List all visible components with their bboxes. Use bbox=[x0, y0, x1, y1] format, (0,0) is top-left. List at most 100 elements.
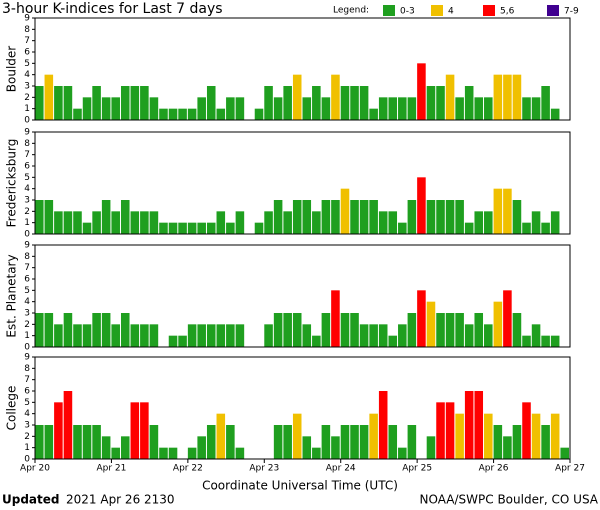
legend-swatch bbox=[483, 5, 495, 16]
bar bbox=[464, 222, 474, 234]
bar bbox=[292, 413, 302, 459]
y-tick-label: 0 bbox=[24, 455, 30, 465]
x-tick-label: Apr 27 bbox=[555, 464, 585, 474]
bar bbox=[350, 86, 359, 120]
bar bbox=[378, 97, 388, 120]
bar bbox=[168, 222, 178, 234]
bar bbox=[101, 436, 111, 459]
bar bbox=[120, 200, 130, 234]
bar bbox=[464, 391, 474, 459]
bar bbox=[130, 211, 140, 234]
legend-label: 0-3 bbox=[400, 7, 415, 17]
bar bbox=[226, 222, 235, 234]
bar bbox=[359, 86, 369, 120]
bar bbox=[140, 402, 149, 459]
bar bbox=[503, 188, 512, 234]
bar bbox=[331, 200, 340, 234]
bar bbox=[216, 108, 226, 120]
bar bbox=[63, 211, 73, 234]
bar bbox=[541, 222, 550, 234]
bar bbox=[321, 200, 331, 234]
bar bbox=[541, 425, 550, 459]
panel-frame bbox=[34, 17, 571, 121]
legend-swatch bbox=[547, 5, 559, 16]
bar bbox=[82, 222, 92, 234]
bar bbox=[550, 108, 560, 120]
bar bbox=[197, 436, 206, 459]
bar bbox=[464, 324, 474, 347]
bar bbox=[340, 313, 350, 347]
bar bbox=[292, 313, 302, 347]
bar bbox=[130, 324, 140, 347]
bar bbox=[54, 324, 63, 347]
x-axis-label: Coordinate Universal Time (UTC) bbox=[202, 479, 398, 493]
y-tick-label: 4 bbox=[24, 70, 30, 80]
x-tick-label: Apr 24 bbox=[326, 464, 356, 474]
bar bbox=[359, 200, 369, 234]
bar bbox=[264, 324, 273, 347]
y-tick-label: 9 bbox=[24, 128, 30, 138]
bar bbox=[522, 402, 531, 459]
bar bbox=[178, 108, 187, 120]
bar bbox=[359, 324, 369, 347]
bar bbox=[531, 413, 541, 459]
bar bbox=[312, 335, 321, 347]
bar bbox=[101, 313, 111, 347]
bar bbox=[54, 86, 63, 120]
bar bbox=[378, 324, 388, 347]
y-tick-label: 0 bbox=[24, 230, 30, 240]
bar bbox=[44, 200, 54, 234]
bar bbox=[445, 313, 455, 347]
y-tick-label: 3 bbox=[24, 82, 30, 92]
bar bbox=[484, 211, 493, 234]
bar bbox=[92, 425, 101, 459]
bar bbox=[531, 211, 541, 234]
bar bbox=[340, 188, 350, 234]
bar bbox=[302, 97, 312, 120]
bar bbox=[455, 313, 464, 347]
bar bbox=[73, 324, 82, 347]
bar bbox=[531, 97, 541, 120]
y-tick-label: 2 bbox=[24, 207, 30, 217]
y-tick-label: 5 bbox=[24, 398, 30, 408]
bar bbox=[321, 313, 331, 347]
bar bbox=[426, 200, 436, 234]
bar bbox=[512, 313, 522, 347]
bar bbox=[283, 425, 292, 459]
y-tick-label: 3 bbox=[24, 196, 30, 206]
bar bbox=[407, 313, 417, 347]
bar bbox=[101, 97, 111, 120]
bar bbox=[73, 211, 82, 234]
bar bbox=[292, 200, 302, 234]
bar bbox=[63, 86, 73, 120]
y-tick-label: 8 bbox=[24, 252, 30, 262]
bar bbox=[455, 200, 464, 234]
bar bbox=[283, 86, 292, 120]
panel-frame bbox=[34, 244, 571, 348]
bar bbox=[92, 86, 101, 120]
bar bbox=[340, 425, 350, 459]
legend-swatch bbox=[431, 5, 443, 16]
panel-label: Boulder bbox=[5, 46, 19, 93]
bar bbox=[159, 447, 168, 459]
bar bbox=[474, 211, 484, 234]
bar bbox=[111, 324, 120, 347]
bar bbox=[369, 413, 378, 459]
y-tick-label: 0 bbox=[24, 116, 30, 126]
bar bbox=[388, 335, 398, 347]
bar bbox=[436, 200, 445, 234]
y-tick-label: 1 bbox=[24, 218, 30, 228]
bar bbox=[216, 324, 226, 347]
bar bbox=[73, 425, 82, 459]
y-tick-label: 0 bbox=[24, 343, 30, 353]
bar bbox=[130, 86, 140, 120]
bar bbox=[35, 86, 44, 120]
bar bbox=[522, 222, 531, 234]
legend-label: 7-9 bbox=[564, 7, 579, 17]
legend-title: Legend: bbox=[333, 6, 369, 16]
chart-title: 3-hour K-indices for Last 7 days bbox=[2, 1, 223, 17]
bar bbox=[264, 211, 273, 234]
y-tick-label: 7 bbox=[24, 263, 30, 273]
bar bbox=[436, 313, 445, 347]
